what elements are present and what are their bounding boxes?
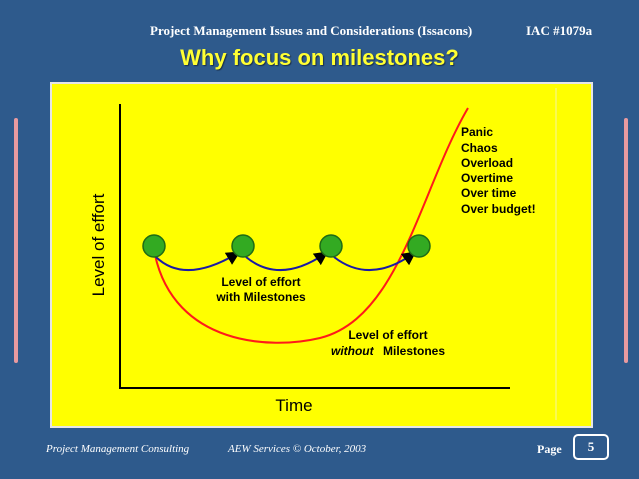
slide-title: Why focus on milestones? bbox=[180, 45, 459, 70]
milestone-2 bbox=[231, 234, 255, 258]
milestone-arc-1 bbox=[155, 251, 241, 271]
y-axis-label: Level of effort bbox=[89, 193, 108, 296]
with-milestones-curve bbox=[155, 251, 417, 271]
without-word: without bbox=[331, 344, 375, 358]
header-title: Project Management Issues and Considerat… bbox=[150, 23, 473, 38]
x-axis-label: Time bbox=[275, 396, 312, 415]
outcome-item: Overload bbox=[461, 156, 513, 170]
left-decor-bar bbox=[14, 118, 18, 363]
outcome-item: Over time bbox=[461, 186, 517, 200]
milestone-4 bbox=[407, 234, 431, 258]
milestone-1 bbox=[142, 234, 166, 258]
footer-company: Project Management Consulting bbox=[46, 443, 190, 455]
header-id: IAC #1079a bbox=[526, 23, 593, 38]
milestone-markers bbox=[142, 234, 431, 258]
outcome-list: Panic Chaos Overload Overtime Over time … bbox=[461, 125, 536, 216]
without-rest: Milestones bbox=[383, 344, 445, 358]
milestone-arc-2 bbox=[245, 251, 329, 271]
footer-copyright: AEW Services © October, 2003 bbox=[228, 443, 367, 455]
right-decor-bar bbox=[624, 118, 628, 363]
without-milestones-curve bbox=[154, 107, 469, 344]
without-milestones-label-1: Level of effort bbox=[348, 328, 427, 342]
milestone-arc-3 bbox=[333, 251, 417, 271]
outcome-item: Overtime bbox=[461, 171, 513, 185]
milestone-3 bbox=[319, 234, 343, 258]
footer-page-label: Page bbox=[537, 442, 562, 456]
with-milestones-label-1: Level of effort bbox=[221, 275, 300, 289]
without-milestones-label-2: without Milestones bbox=[331, 344, 445, 358]
outcome-item: Panic bbox=[461, 125, 493, 139]
outcome-item: Over budget! bbox=[461, 202, 536, 216]
with-milestones-label-2: with Milestones bbox=[215, 290, 306, 304]
page-number: 5 bbox=[573, 434, 609, 460]
outcome-item: Chaos bbox=[461, 141, 498, 155]
